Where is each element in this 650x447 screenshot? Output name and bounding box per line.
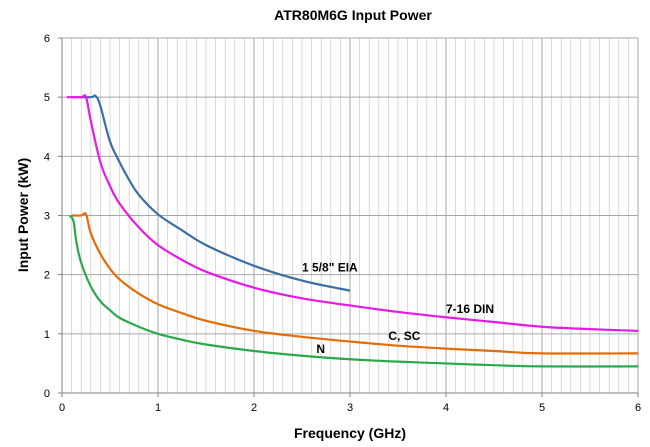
x-tick-label: 6 xyxy=(635,402,641,414)
series-label-7-16-din: 7-16 DIN xyxy=(446,302,494,316)
series-labels: 1 5/8" EIA 7-16 DIN C, SC N xyxy=(302,261,494,356)
y-tick-label: 0 xyxy=(44,388,50,400)
x-tick-label: 2 xyxy=(251,402,257,414)
x-tick-label: 0 xyxy=(59,402,65,414)
grid xyxy=(62,37,639,393)
y-tick-label: 1 xyxy=(44,329,50,341)
y-tick-label: 2 xyxy=(44,270,50,282)
x-axis-label: Frequency (GHz) xyxy=(294,425,406,441)
x-tick-label: 5 xyxy=(539,402,545,414)
y-tick-label: 5 xyxy=(44,92,50,104)
y-axis-label: Input Power (kW) xyxy=(15,158,31,272)
series-label-1-5-8-eia: 1 5/8" EIA xyxy=(302,261,358,275)
series-label-n: N xyxy=(316,342,325,356)
y-tick-label: 6 xyxy=(44,33,50,45)
x-tick-label: 1 xyxy=(155,402,161,414)
series-line-n xyxy=(68,214,639,368)
chart-title: ATR80M6G Input Power xyxy=(274,7,432,23)
series-line-c-sc xyxy=(71,212,639,355)
series-line-1-5-8-eia xyxy=(71,94,351,292)
series-label-c-sc: C, SC xyxy=(388,329,420,343)
series-line-7-16-din xyxy=(66,94,639,332)
series-lines xyxy=(66,94,639,368)
y-tick-label: 4 xyxy=(44,151,50,163)
x-tick-label: 3 xyxy=(347,402,353,414)
y-tick-label: 3 xyxy=(44,211,50,223)
x-tick-label: 4 xyxy=(443,402,449,414)
tick-labels: 0 1 2 3 4 5 6 0 1 2 3 4 5 6 xyxy=(44,33,641,414)
